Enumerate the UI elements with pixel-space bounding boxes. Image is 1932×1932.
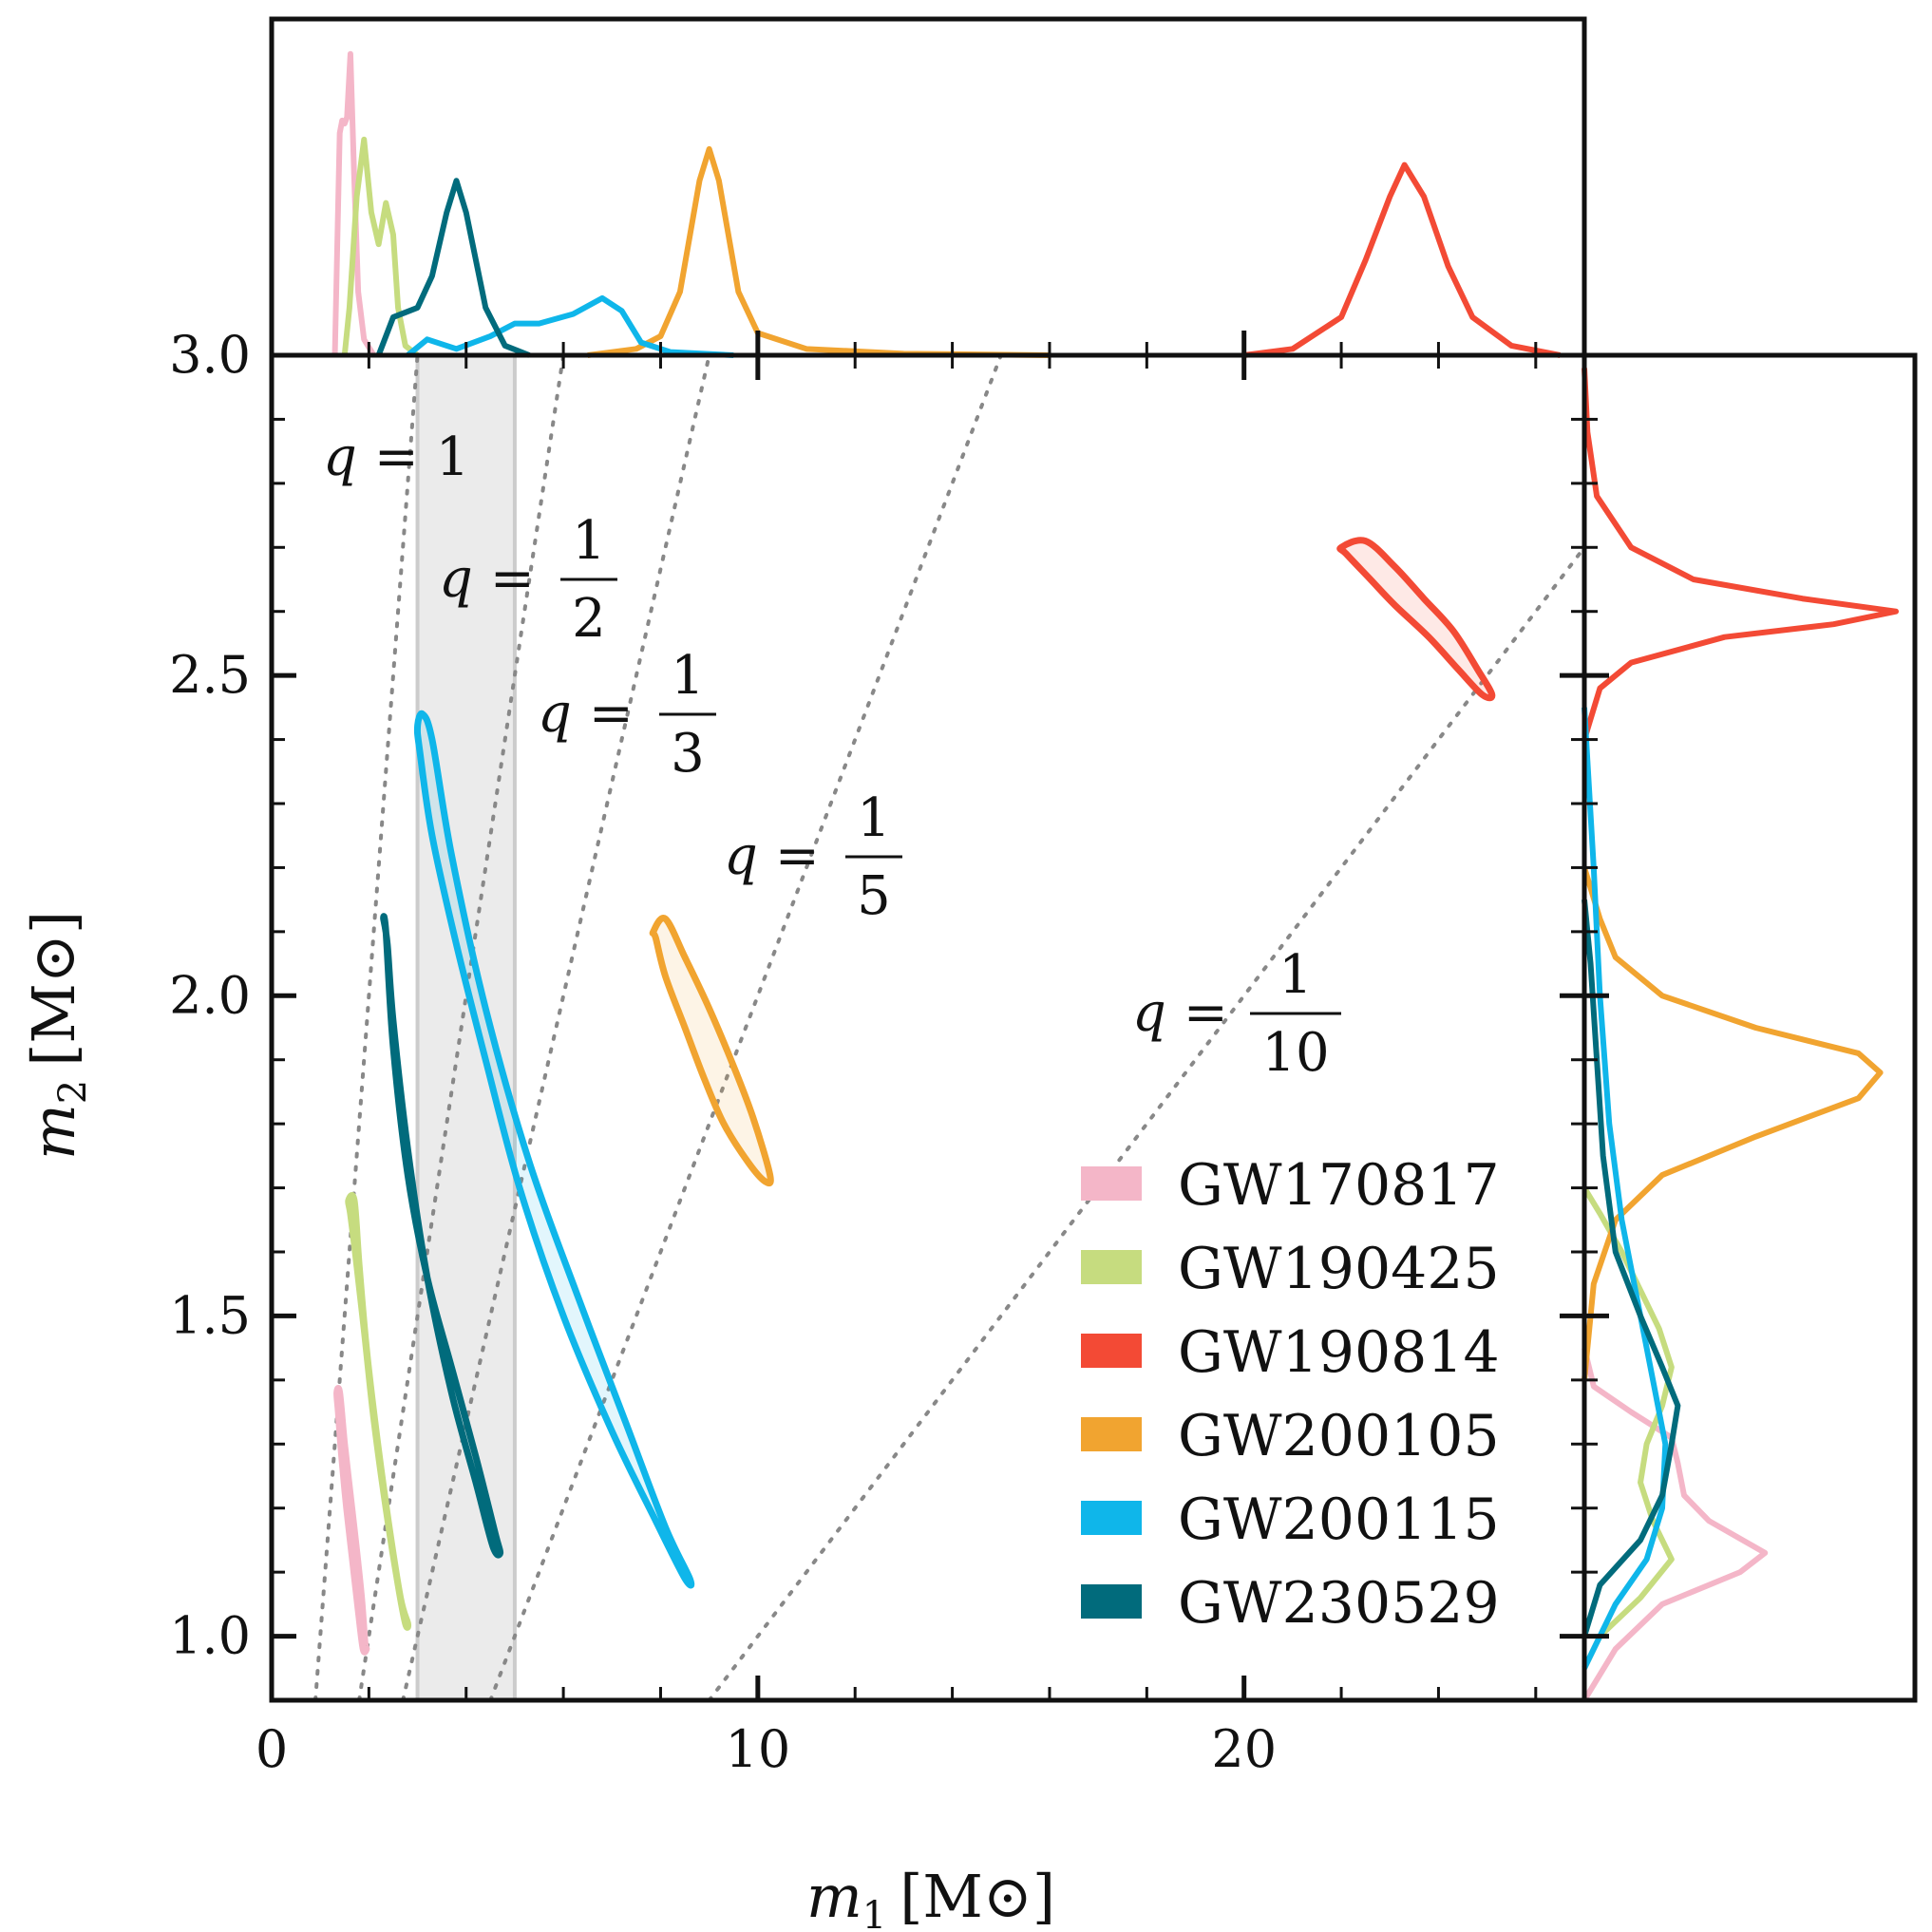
legend-item-gw200115: GW200115 [1081, 1487, 1500, 1553]
legend: GW170817 GW190425 GW190814 GW200105 GW200115… [1081, 1152, 1500, 1637]
svg-text:10: 10 [1261, 1022, 1329, 1084]
legend-swatch [1081, 1417, 1142, 1451]
m1-marginal-gw170817 [331, 50, 377, 357]
m2-marginal-gw190814 [1582, 368, 1899, 741]
mass-ratio-labels: q = 1q =12q =13q =15q =110 [323, 426, 1341, 1084]
m2-marginal-gw200115 [1582, 707, 1669, 1670]
legend-label: GW200115 [1178, 1487, 1500, 1553]
ratio-line-0 [313, 353, 420, 1702]
x-tick-label: 10 [725, 1719, 790, 1779]
q-label-2: q = 1 3 [538, 645, 716, 785]
m1-marginal-plot [331, 50, 1561, 358]
mass-ratio-lines [313, 353, 1586, 1702]
legend-label: GW200105 [1178, 1403, 1500, 1469]
contour-gw200105 [649, 915, 774, 1187]
y-tick-label: 2.0 [169, 965, 251, 1025]
legend-item-gw230529: GW230529 [1081, 1570, 1500, 1637]
ratio-line-4 [707, 545, 1586, 1702]
y-tick-label: 3.0 [169, 325, 251, 385]
legend-item-gw170817: GW170817 [1081, 1152, 1500, 1219]
contour-gw170817 [333, 1385, 370, 1656]
m2-marginal-gw200105 [1582, 866, 1884, 1381]
posterior-contours [333, 537, 1496, 1656]
top-frame [269, 16, 1587, 358]
m2-marginal-gw190425 [1582, 1186, 1675, 1670]
axis-ticks [269, 331, 1609, 1700]
y-tick-label: 1.0 [169, 1606, 251, 1666]
svg-text:q=: q = [538, 683, 634, 745]
contour-gw190425 [345, 1192, 412, 1631]
q-label-4: q = 1 10 [1132, 944, 1341, 1084]
m1-marginal-gw190425 [341, 136, 420, 358]
legend-swatch [1081, 1334, 1142, 1368]
m1-marginal-gw230529 [375, 178, 531, 358]
svg-text:q=: q = [1132, 982, 1228, 1044]
m2-marginal-plot [1582, 368, 1899, 1702]
ratio-line-1 [357, 353, 566, 1702]
q-label-0: q = 1 [323, 426, 469, 488]
y-axis-label: m2[M⊙] [19, 911, 95, 1160]
main-plot: q = 1q =12q =13q =15q =110 GW170817GW190425GW1… [313, 353, 1586, 1702]
legend-swatch [1081, 1250, 1142, 1284]
svg-text:3: 3 [671, 723, 705, 785]
svg-text:5: 5 [857, 865, 891, 927]
x-tick-label: 20 [1211, 1719, 1277, 1779]
ratio-line-2 [401, 353, 711, 1702]
m1-marginal-gw200115 [406, 294, 734, 358]
q-label-3: q = 1 5 [724, 787, 902, 927]
y-tick-label: 2.5 [169, 645, 251, 705]
svg-text:1: 1 [671, 645, 705, 707]
svg-text:1: 1 [572, 510, 606, 572]
legend-item-gw200105: GW200105 [1081, 1403, 1500, 1469]
legend-item-gw190425: GW190425 [1081, 1236, 1500, 1302]
svg-text:2: 2 [572, 588, 606, 650]
m1-marginal-gw200105 [587, 145, 1050, 358]
svg-text:q=1: q = 1 [323, 426, 469, 488]
shaded-band [417, 355, 515, 1700]
y-tick-label: 1.5 [169, 1285, 251, 1345]
m1-marginal-gw190814 [1243, 161, 1561, 358]
legend-swatch [1081, 1501, 1142, 1535]
legend-label: GW170817 [1178, 1152, 1500, 1219]
legend-label: GW190425 [1178, 1236, 1500, 1302]
legend-item-gw190814: GW190814 [1081, 1319, 1500, 1386]
contour-gw230529 [380, 913, 504, 1559]
m2-marginal-gw170817 [1582, 1347, 1769, 1702]
svg-text:q=: q = [724, 825, 820, 887]
legend-label: GW190814 [1178, 1319, 1500, 1386]
axes-frames [269, 16, 1918, 1703]
right-frame [1582, 352, 1918, 1703]
svg-text:q=: q = [439, 548, 535, 610]
contour-gw200115 [413, 710, 695, 1589]
legend-label: GW230529 [1178, 1570, 1500, 1637]
x-axis-label: m1 [M⊙] [806, 1862, 1055, 1932]
q-label-1: q = 1 2 [439, 510, 617, 650]
svg-text:1: 1 [1279, 944, 1313, 1006]
shaded-band-edges [415, 355, 517, 1700]
contour-gw190814 [1336, 537, 1496, 702]
legend-swatch [1081, 1584, 1142, 1619]
ratio-line-3 [488, 353, 1003, 1702]
legend-swatch [1081, 1166, 1142, 1201]
tick-labels: 0 10 20 1.0 1.5 2.0 2.5 3.0 [169, 325, 1277, 1779]
svg-text:1: 1 [857, 787, 891, 849]
x-tick-label: 0 [256, 1719, 288, 1779]
